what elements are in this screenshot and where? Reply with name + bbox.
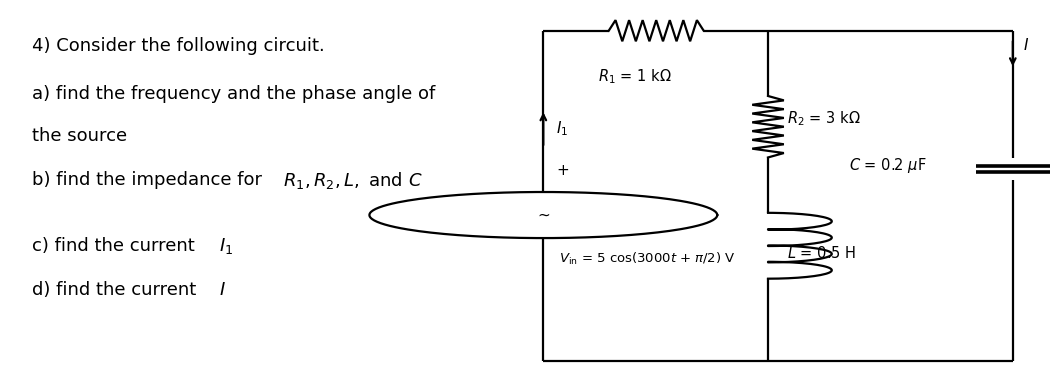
Text: $R_1, R_2, L,$ and $C$: $R_1, R_2, L,$ and $C$ — [283, 170, 422, 191]
Text: $I_1$: $I_1$ — [556, 119, 569, 138]
Text: $I$: $I$ — [219, 281, 226, 299]
Text: b) find the impedance for: b) find the impedance for — [32, 172, 267, 189]
Text: $C$ = 0.2 $\mu$F: $C$ = 0.2 $\mu$F — [849, 156, 927, 175]
Text: the source: the source — [32, 127, 127, 145]
Text: $R_1$ = 1 k$\Omega$: $R_1$ = 1 k$\Omega$ — [598, 68, 672, 86]
Text: $I_1$: $I_1$ — [219, 236, 233, 256]
Text: 4) Consider the following circuit.: 4) Consider the following circuit. — [32, 37, 324, 55]
Text: $V_{\mathrm{in}}$ = 5 cos(3000$t$ + $\pi$/2) V: $V_{\mathrm{in}}$ = 5 cos(3000$t$ + $\pi… — [559, 251, 735, 267]
Text: c) find the current: c) find the current — [32, 237, 200, 255]
Text: ~: ~ — [537, 207, 550, 223]
Text: $I$: $I$ — [1023, 37, 1030, 53]
Text: a) find the frequency and the phase angle of: a) find the frequency and the phase angl… — [32, 85, 435, 103]
Text: d) find the current: d) find the current — [32, 281, 202, 299]
Text: $L$ = 0.5 H: $L$ = 0.5 H — [787, 245, 857, 262]
Text: +: + — [556, 163, 569, 179]
Text: $R_2$ = 3 k$\Omega$: $R_2$ = 3 k$\Omega$ — [787, 110, 861, 128]
